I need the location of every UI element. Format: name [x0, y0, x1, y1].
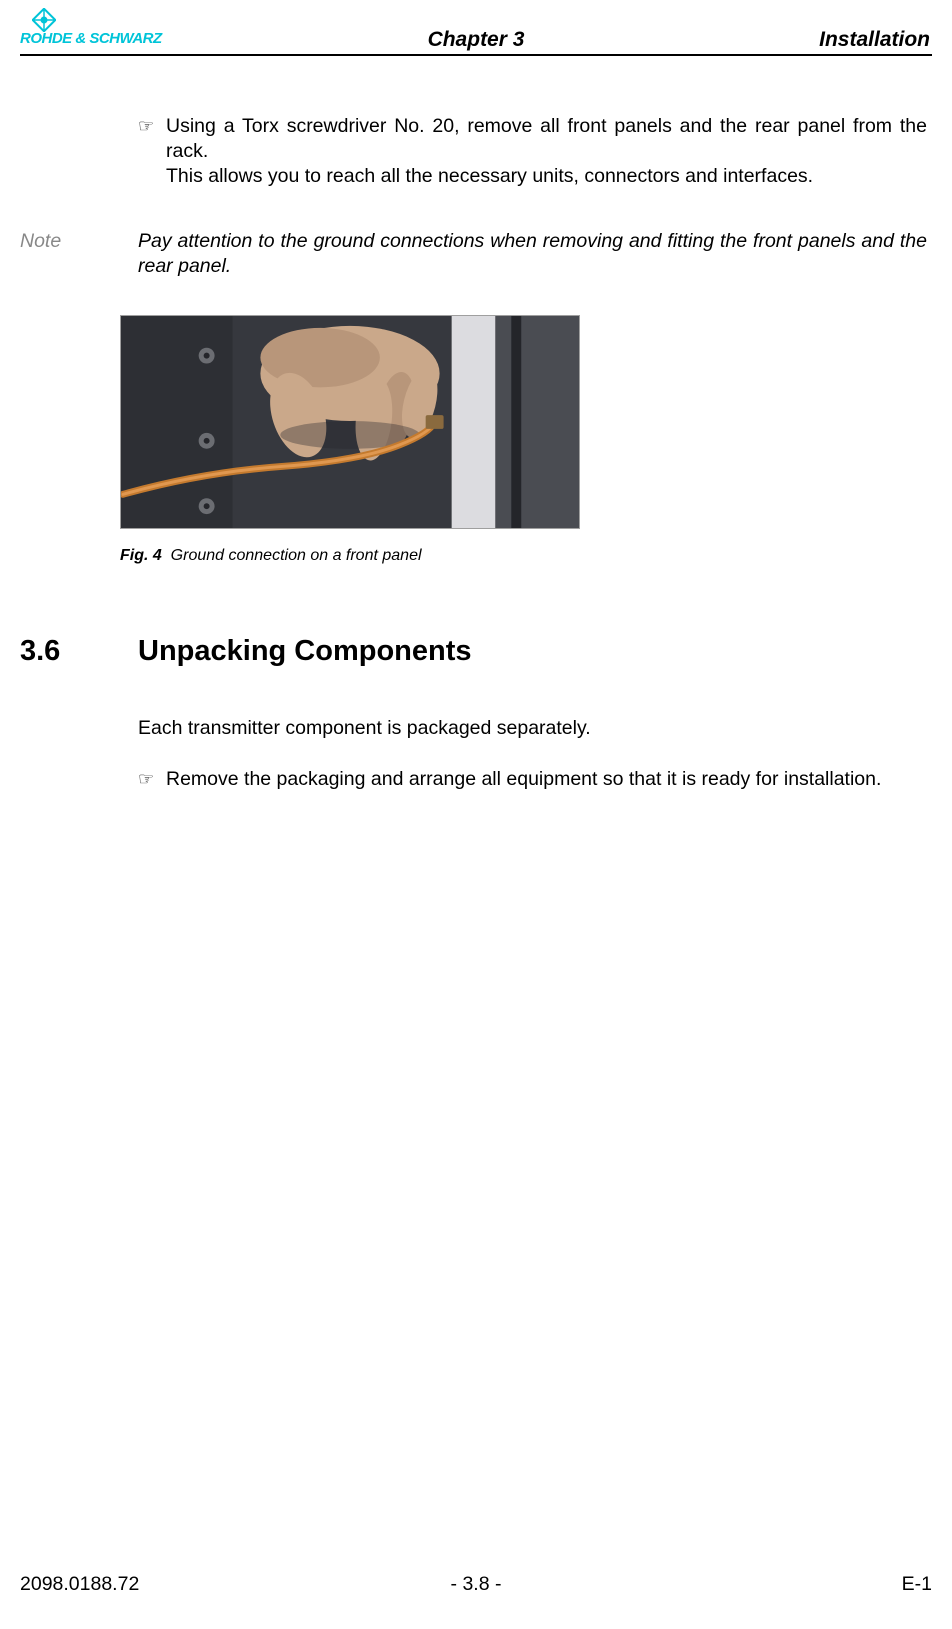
- step-block-2: ☞ Remove the packaging and arrange all e…: [138, 767, 927, 792]
- note-label: Note: [20, 229, 138, 254]
- step-text: Using a Torx screwdriver No. 20, remove …: [166, 114, 927, 189]
- figure-block: Fig. 4 Ground connection on a front pane…: [120, 315, 932, 565]
- figure-caption-text: Ground connection on a front panel: [171, 547, 422, 564]
- note-text: Pay attention to the ground connections …: [138, 229, 927, 279]
- step-block-1: ☞ Using a Torx screwdriver No. 20, remov…: [138, 114, 927, 189]
- step-text: Remove the packaging and arrange all equ…: [166, 767, 927, 792]
- page-header: ROHDE & SCHWARZ Chapter 3 Installation: [20, 0, 932, 56]
- content-area: ☞ Using a Torx screwdriver No. 20, remov…: [0, 56, 952, 792]
- figure-caption: Fig. 4 Ground connection on a front pane…: [120, 547, 932, 565]
- section-number: 3.6: [20, 635, 138, 668]
- footer-right: E-1: [902, 1573, 932, 1596]
- section-title: Unpacking Components: [138, 635, 472, 668]
- header-title: Installation: [819, 28, 930, 52]
- figure-image: [120, 315, 580, 529]
- step-item: ☞ Remove the packaging and arrange all e…: [138, 767, 927, 792]
- header-chapter: Chapter 3: [20, 28, 932, 52]
- pointing-hand-icon: ☞: [138, 114, 166, 138]
- section-heading: 3.6 Unpacking Components: [20, 635, 932, 668]
- section-intro: Each transmitter component is packaged s…: [138, 716, 927, 741]
- note-block: Note Pay attention to the ground connect…: [20, 229, 927, 279]
- step-main-text: Using a Torx screwdriver No. 20, remove …: [166, 115, 927, 162]
- step-followup-text: This allows you to reach all the necessa…: [166, 165, 813, 187]
- page-footer: 2098.0188.72 - 3.8 - E-1: [20, 1573, 932, 1601]
- footer-center: - 3.8 -: [20, 1573, 932, 1596]
- pointing-hand-icon: ☞: [138, 767, 166, 791]
- page: ROHDE & SCHWARZ Chapter 3 Installation ☞…: [0, 0, 952, 1629]
- figure-label: Fig. 4: [120, 547, 162, 564]
- step-item: ☞ Using a Torx screwdriver No. 20, remov…: [138, 114, 927, 189]
